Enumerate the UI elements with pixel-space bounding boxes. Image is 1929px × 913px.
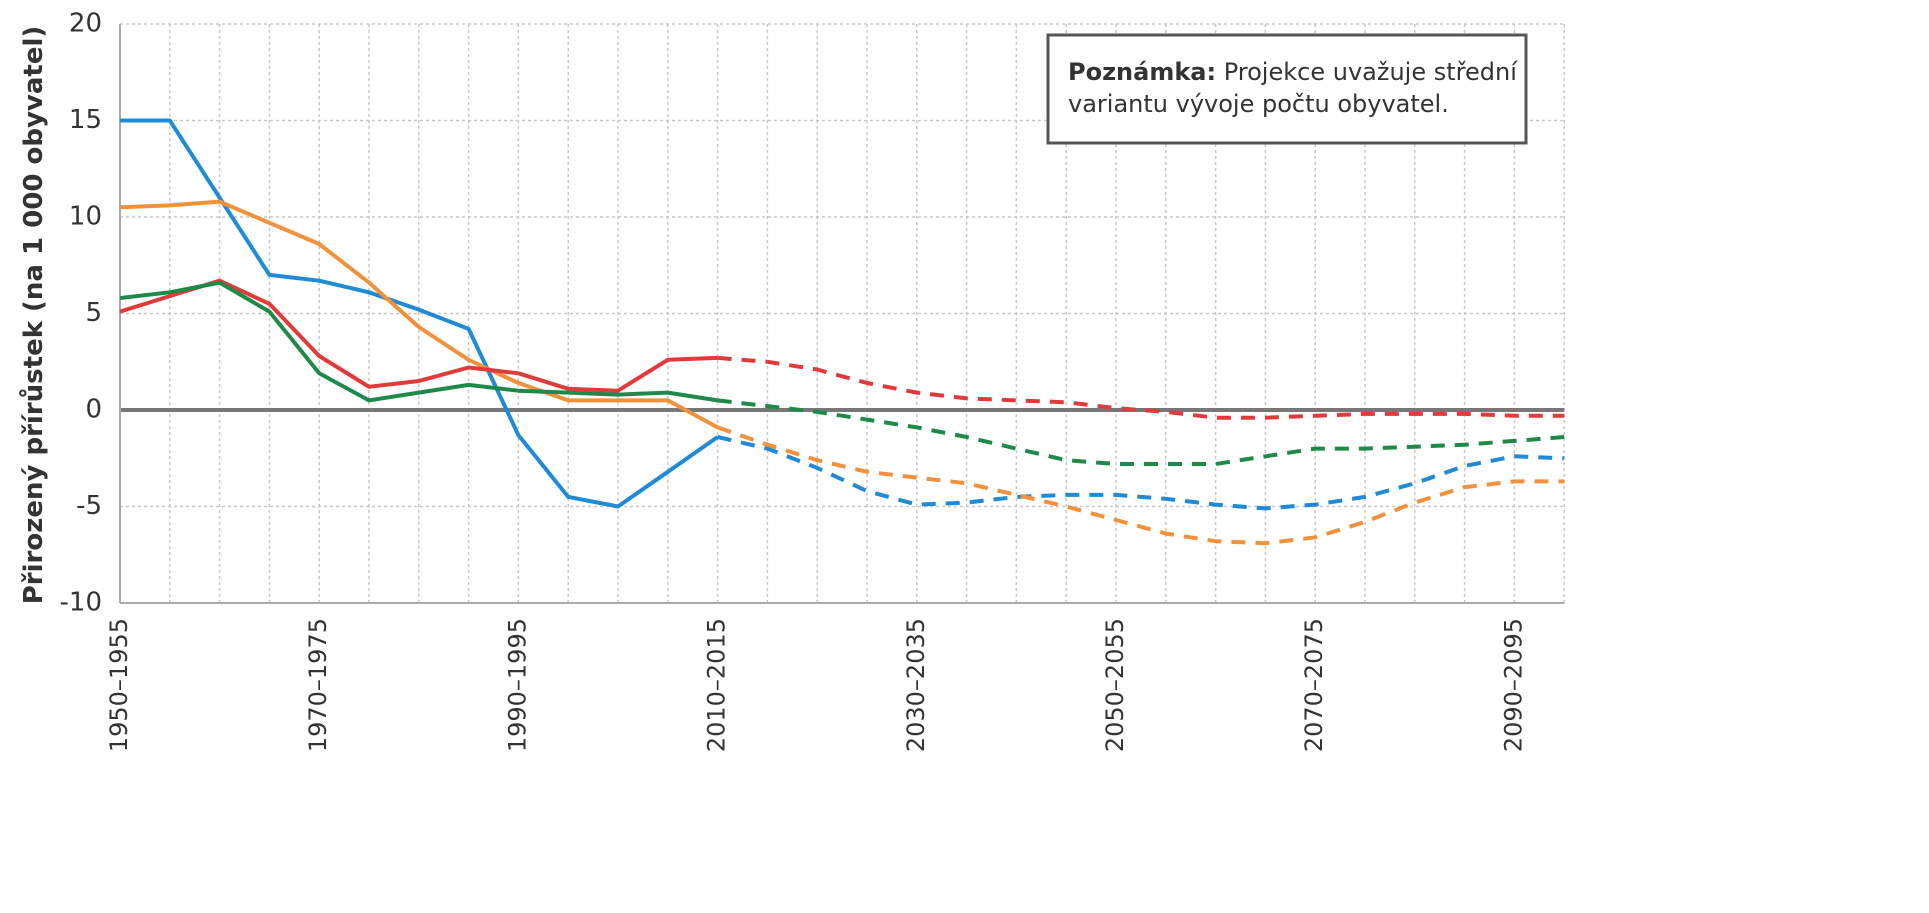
y-tick-label: 20 — [69, 9, 102, 39]
series-line — [119, 199, 719, 430]
x-tick-label: 2050–2055 — [1101, 618, 1129, 752]
note-line: variantu vývoje počtu obyvatel. — [1068, 90, 1449, 118]
y-tick-label: 15 — [69, 105, 102, 135]
series-line — [119, 280, 718, 403]
x-tick-label: 1950–1955 — [105, 618, 133, 752]
x-tick-label: 2030–2035 — [902, 618, 930, 752]
note-label: Poznámka: — [1068, 58, 1216, 86]
y-tick-label: 10 — [69, 202, 102, 232]
note-box — [1046, 33, 1528, 145]
y-tick-label: -10 — [60, 588, 102, 618]
x-tick-label: 2010–2015 — [703, 618, 731, 752]
x-tick-label: 2090–2095 — [1499, 618, 1527, 752]
series-line — [717, 435, 1565, 511]
series-line — [120, 118, 719, 509]
y-tick-label: 5 — [85, 298, 102, 328]
x-tick-label: 1990–1995 — [503, 618, 531, 752]
x-tick-label: 2070–2075 — [1300, 618, 1328, 752]
series-line — [716, 425, 1565, 546]
x-tick-label: 1970–1975 — [304, 618, 332, 752]
y-tick-label: 0 — [85, 395, 102, 425]
note-line: Projekce uvažuje střední — [1224, 58, 1518, 86]
y-axis-title: Přirozený přírůstek (na 1 000 obyvatel) — [18, 26, 49, 605]
note-text: Poznámka: Projekce uvažuje střední — [1068, 58, 1518, 86]
y-tick-label: -5 — [76, 491, 102, 521]
